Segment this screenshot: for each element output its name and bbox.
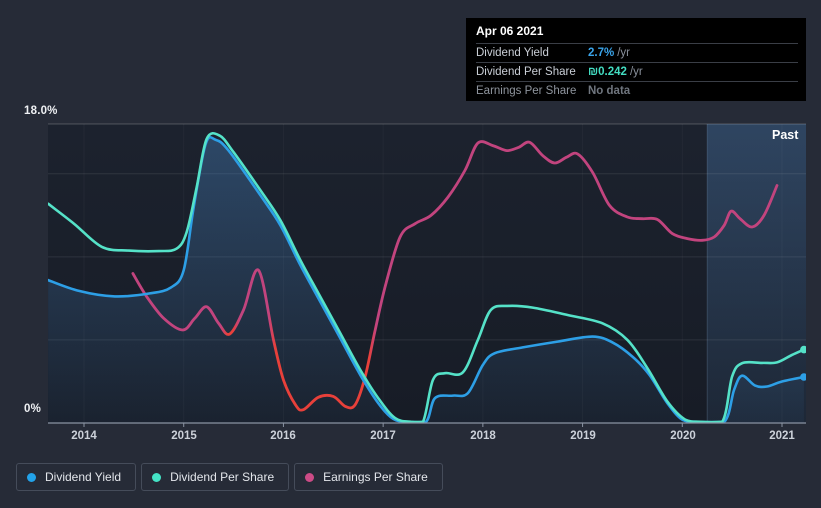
dividend-per-share-end-dot [800,345,806,354]
tooltip-row: Dividend Yield 2.7% /yr [476,43,798,62]
dividend-yield-dot-icon [27,472,36,482]
legend-label: Dividend Per Share [170,470,275,484]
legend-label: Dividend Yield [45,470,122,484]
x-axis-label-2019: 2019 [570,430,596,442]
dividend-per-share-dot-icon [152,472,162,482]
y-axis-label-max: 18.0% [24,105,58,117]
tooltip-row-label: Dividend Yield [476,47,549,59]
tooltip-row-value: ₪0.242 [588,66,627,78]
x-axis-label-2015: 2015 [171,430,197,442]
tooltip-row-value: No data [588,85,631,97]
dividend-per-share-line [48,131,806,424]
tooltip-date: Apr 06 2021 [476,24,544,38]
x-axis-label-2020: 2020 [670,430,696,442]
tooltip-row-label: Dividend Per Share [476,66,576,78]
tooltip-row-value: 2.7% [588,47,615,59]
dividend-yield-area [48,137,804,424]
tooltip-row: Earnings Per Share No data [476,81,798,100]
legend-item-dividend-per-share[interactable]: Dividend Per Share [141,463,290,491]
past-region [707,124,806,423]
earnings-per-share-dot-icon [305,472,315,482]
tooltip-row-suffix: /yr [629,66,643,78]
legend-item-earnings-per-share[interactable]: Earnings Per Share [294,463,443,491]
x-axis-label-2018: 2018 [470,430,496,442]
date-tooltip: Apr 06 2021 Dividend Yield 2.7% /yr Divi… [466,18,806,101]
legend-label: Earnings Per Share [323,470,428,484]
past-region-label: Past [772,128,799,142]
x-axis-label-2014: 2014 [71,430,97,442]
x-axis-label-2016: 2016 [270,430,296,442]
tooltip-row: Dividend Per Share ₪0.242 /yr [476,62,798,81]
x-axis-label-2021: 2021 [769,430,795,442]
tooltip-row-suffix: /yr [617,47,630,59]
dividend-yield-end-dot [800,373,806,381]
earnings-per-share-line [131,140,779,412]
tooltip-row-label: Earnings Per Share [476,85,577,97]
x-axis-label-2017: 2017 [370,430,396,442]
legend-item-dividend-yield[interactable]: Dividend Yield [16,463,137,491]
chart-legend: Dividend Yield Dividend Per Share Earnin… [16,463,443,491]
y-axis-label-min: 0% [24,403,42,415]
